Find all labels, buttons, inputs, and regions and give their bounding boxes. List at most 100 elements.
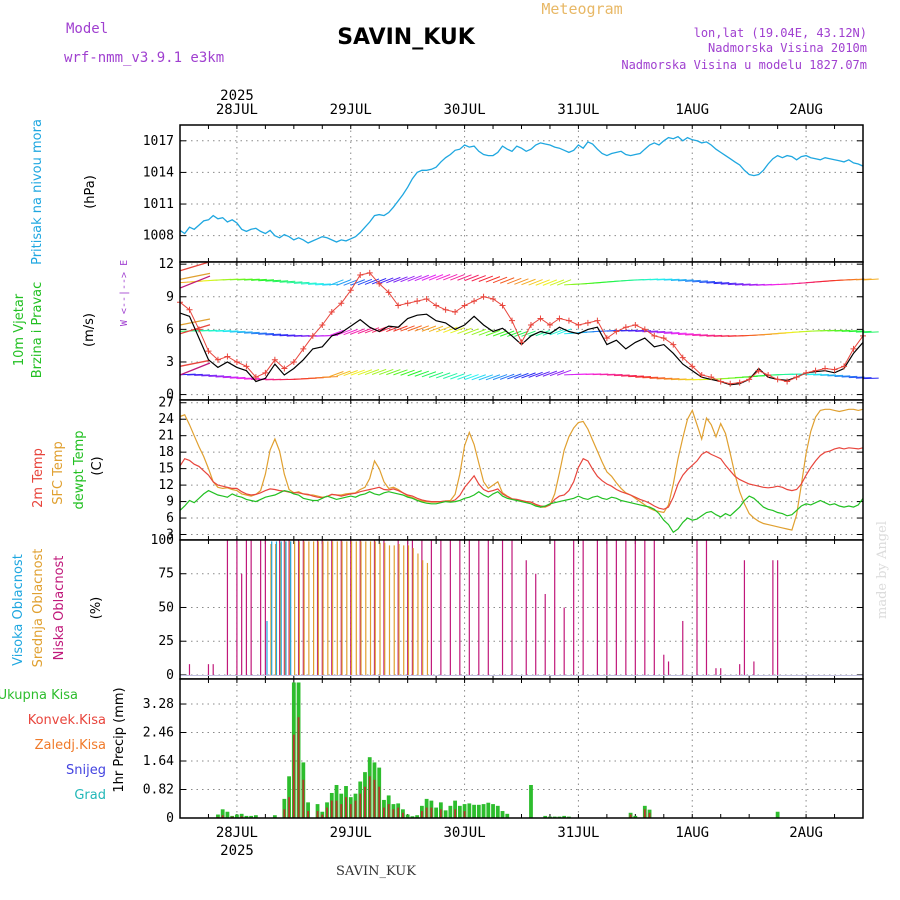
wind-vector bbox=[450, 274, 465, 281]
wind-vector bbox=[535, 330, 550, 337]
wind-vector bbox=[649, 278, 666, 281]
wind-vector bbox=[471, 328, 486, 336]
wind-gust-marker bbox=[433, 302, 440, 309]
wind-gust-marker bbox=[414, 298, 421, 305]
precip-ytick-label: 2.46 bbox=[143, 726, 174, 741]
wind-vector bbox=[827, 374, 844, 377]
precip-conv-bar bbox=[368, 776, 371, 818]
precip-conv-bar bbox=[454, 809, 457, 818]
dewpt-line bbox=[179, 489, 864, 534]
panel-pressure: 1008 1011 1014 1017 Pritisak na nivou mora (h… bbox=[30, 119, 864, 265]
temp2m-title: 2m Temp bbox=[31, 448, 46, 508]
wind-gust-marker bbox=[546, 322, 553, 329]
wind-gust-marker bbox=[689, 363, 696, 370]
wind-vector bbox=[471, 374, 486, 381]
precip-conv-bar bbox=[330, 800, 333, 818]
wind-vector bbox=[834, 375, 851, 377]
precip-conv-bar bbox=[354, 800, 357, 818]
wind-vector bbox=[400, 325, 415, 332]
wind-vector bbox=[742, 283, 758, 286]
precip-conv-bar bbox=[430, 807, 433, 818]
wind-gust-marker bbox=[442, 306, 449, 313]
wind-vector bbox=[841, 375, 858, 378]
date-label-top: 28JUL bbox=[216, 102, 258, 118]
wind-gust-marker bbox=[603, 335, 610, 342]
wind-vector bbox=[272, 334, 289, 336]
wind-gust-marker bbox=[224, 353, 231, 360]
date-label-top: 30JUL bbox=[444, 102, 486, 118]
wind-vector bbox=[258, 279, 274, 282]
precip-total-bar bbox=[249, 815, 254, 818]
date-label-bottom: 1AUG bbox=[675, 825, 709, 841]
wind-vector bbox=[443, 273, 458, 281]
pressure-title: Pritisak na nivou mora bbox=[30, 119, 45, 265]
wind-vector bbox=[677, 279, 694, 282]
wind-gust-marker bbox=[537, 315, 544, 322]
precip-conv-bar bbox=[326, 807, 328, 818]
clouds-plot-area bbox=[180, 540, 863, 679]
wind-gust-marker bbox=[784, 378, 791, 385]
precip-total-bar bbox=[495, 805, 500, 818]
precip-conv-bar bbox=[316, 811, 319, 818]
wind-gust-marker bbox=[736, 379, 743, 386]
wind-gust-marker bbox=[660, 335, 667, 342]
wind-arrow bbox=[179, 359, 211, 367]
wind-vector bbox=[806, 373, 822, 376]
precip-conv-bar bbox=[307, 811, 310, 818]
wind-vector bbox=[236, 278, 253, 281]
date-label-bottom: 29JUL bbox=[330, 825, 372, 841]
wind-vector bbox=[286, 281, 303, 284]
wind-vector bbox=[685, 279, 701, 282]
wind-vector bbox=[336, 279, 351, 286]
precip-total-bar bbox=[543, 815, 548, 818]
footer-station: SAVIN_KUK bbox=[336, 864, 416, 879]
wind-vector bbox=[499, 373, 515, 380]
temp-ytick-label: 27 bbox=[158, 396, 174, 411]
wind-vector bbox=[279, 334, 296, 337]
wind-vector bbox=[720, 282, 737, 285]
wind-vector bbox=[400, 275, 415, 283]
wind-gust-marker bbox=[632, 322, 639, 329]
dewpt-title: dewpt Temp bbox=[72, 430, 87, 509]
wind-vector bbox=[521, 278, 536, 286]
precip-total-bar bbox=[272, 815, 277, 818]
precip-total-bar bbox=[633, 815, 638, 818]
precip-conv-bar bbox=[345, 797, 347, 818]
wind-gust-marker bbox=[309, 332, 316, 339]
precip-total-bar bbox=[775, 811, 780, 818]
wind-vector bbox=[435, 274, 451, 281]
wind-gust-marker bbox=[755, 367, 762, 374]
wind-vector bbox=[656, 278, 673, 281]
wind-gust-marker bbox=[822, 365, 829, 372]
precip-total-bar bbox=[457, 805, 462, 818]
date-label-top: 1AUG bbox=[675, 102, 709, 118]
wind-vector bbox=[706, 334, 723, 337]
wind-vector bbox=[414, 370, 429, 377]
precip-total-bar bbox=[282, 798, 287, 818]
precip-conv-bar bbox=[392, 809, 395, 818]
wind-ytick-label: 9 bbox=[166, 290, 174, 305]
precip-conv-bar bbox=[359, 793, 362, 818]
wind-vector bbox=[663, 278, 680, 281]
panel-clouds: 0 25 50 75 100 Visoka Oblacnost Srednja Oblacn… bbox=[11, 533, 864, 683]
wind-vector bbox=[194, 374, 210, 376]
wind-gust-marker bbox=[233, 358, 240, 365]
precip-conv-bar bbox=[283, 809, 286, 818]
wind-gust-marker bbox=[793, 374, 800, 381]
precip-conv-bar bbox=[297, 717, 300, 818]
wind-vector bbox=[357, 327, 373, 334]
wind-vector bbox=[407, 275, 422, 282]
precip-legend-item: Zaledj.Kisa bbox=[35, 738, 106, 753]
wind-vector bbox=[450, 327, 465, 334]
wind-vector bbox=[656, 377, 673, 380]
wind-vector bbox=[628, 375, 644, 378]
date-label-bottom: 2AUG bbox=[789, 825, 823, 841]
temp-plot-area bbox=[180, 400, 863, 540]
wind-vector bbox=[236, 377, 253, 380]
wind-vector bbox=[499, 277, 515, 284]
wind-vector bbox=[208, 329, 225, 332]
wind-vector bbox=[485, 374, 501, 381]
wind-vector bbox=[428, 371, 444, 378]
wind-vector bbox=[663, 332, 680, 334]
wind-vector bbox=[379, 277, 394, 284]
